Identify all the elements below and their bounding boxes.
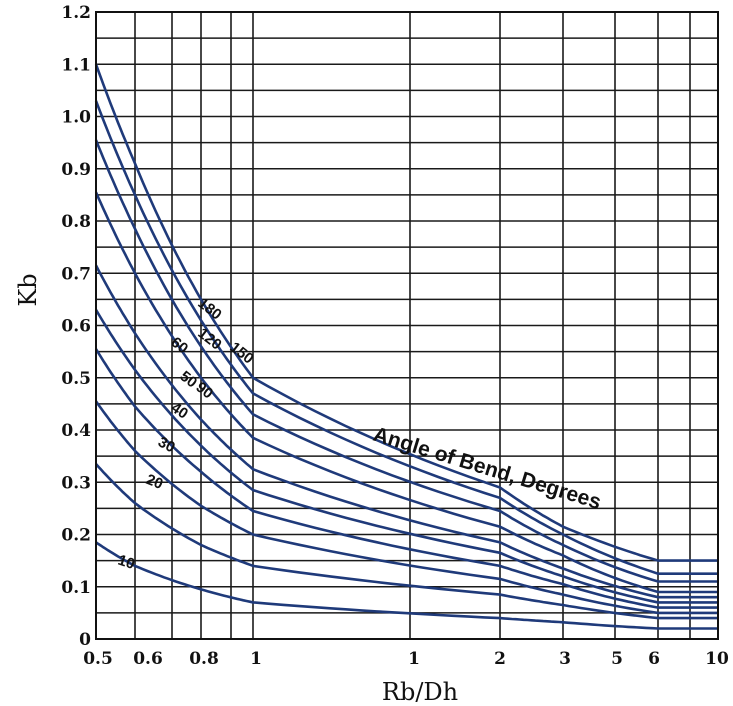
x-tick-label: 1: [250, 649, 262, 669]
x-tick-label: 6: [648, 649, 660, 669]
y-tick-label: 0.5: [61, 369, 91, 389]
curve-label-90: 90: [193, 379, 217, 403]
x-tick-label: 10: [705, 649, 729, 669]
y-tick-label: 0.3: [61, 473, 91, 493]
y-axis-title: Kb: [14, 273, 42, 306]
y-tick-label: 0.2: [61, 526, 91, 546]
curve-label-60: 60: [168, 334, 192, 358]
x-tick-labels: 0.5 0.6 0.8 1 1 2 3 5 6 10: [83, 649, 729, 669]
curve-180: [94, 63, 718, 562]
plot-frame: [95, 11, 719, 640]
y-tick-label: 1.1: [61, 55, 91, 75]
curve-label-10: 10: [116, 552, 137, 573]
x-tick-label: 5: [611, 649, 623, 669]
curve-20: [95, 463, 718, 620]
y-tick-label: 0.7: [61, 264, 91, 284]
y-tick-label: 0.4: [61, 421, 91, 441]
x-tick-label: 0.6: [133, 649, 163, 669]
y-tick-label: 0.8: [61, 212, 91, 232]
curve-50: [94, 309, 718, 604]
y-tick-label: 0: [79, 630, 91, 650]
x-tick-label: 2: [494, 649, 506, 669]
curves: [94, 63, 718, 630]
x-tick-label: 0.5: [83, 649, 113, 669]
y-tick-label: 1.2: [61, 3, 91, 23]
x-axis-title: Rb/Dh: [382, 678, 458, 706]
x-tick-label: 3: [559, 649, 571, 669]
curve-120: [94, 139, 718, 583]
y-tick-label: 0.6: [61, 317, 91, 337]
curve-label-20: 20: [144, 471, 166, 493]
curve-60: [94, 264, 718, 599]
y-tick-label: 0.1: [61, 578, 91, 598]
curve-30: [94, 400, 718, 615]
y-tick-labels: 0 0.1 0.2 0.3 0.4 0.5 0.6 0.7 0.8 0.9 1.0 1.1 1.2: [61, 3, 91, 650]
y-tick-label: 1.0: [61, 108, 91, 128]
x-tick-label: 0.8: [189, 649, 219, 669]
y-tick-label: 0.9: [61, 160, 91, 180]
curve-90: [94, 191, 718, 594]
curve-label-40: 40: [168, 399, 191, 422]
curve-label-30: 30: [155, 434, 178, 457]
curve-label-50: 50: [177, 368, 201, 392]
curve-10: [95, 541, 718, 630]
curve-150: [94, 100, 718, 575]
curve-40: [94, 348, 718, 609]
x-tick-label: 1: [408, 649, 420, 669]
